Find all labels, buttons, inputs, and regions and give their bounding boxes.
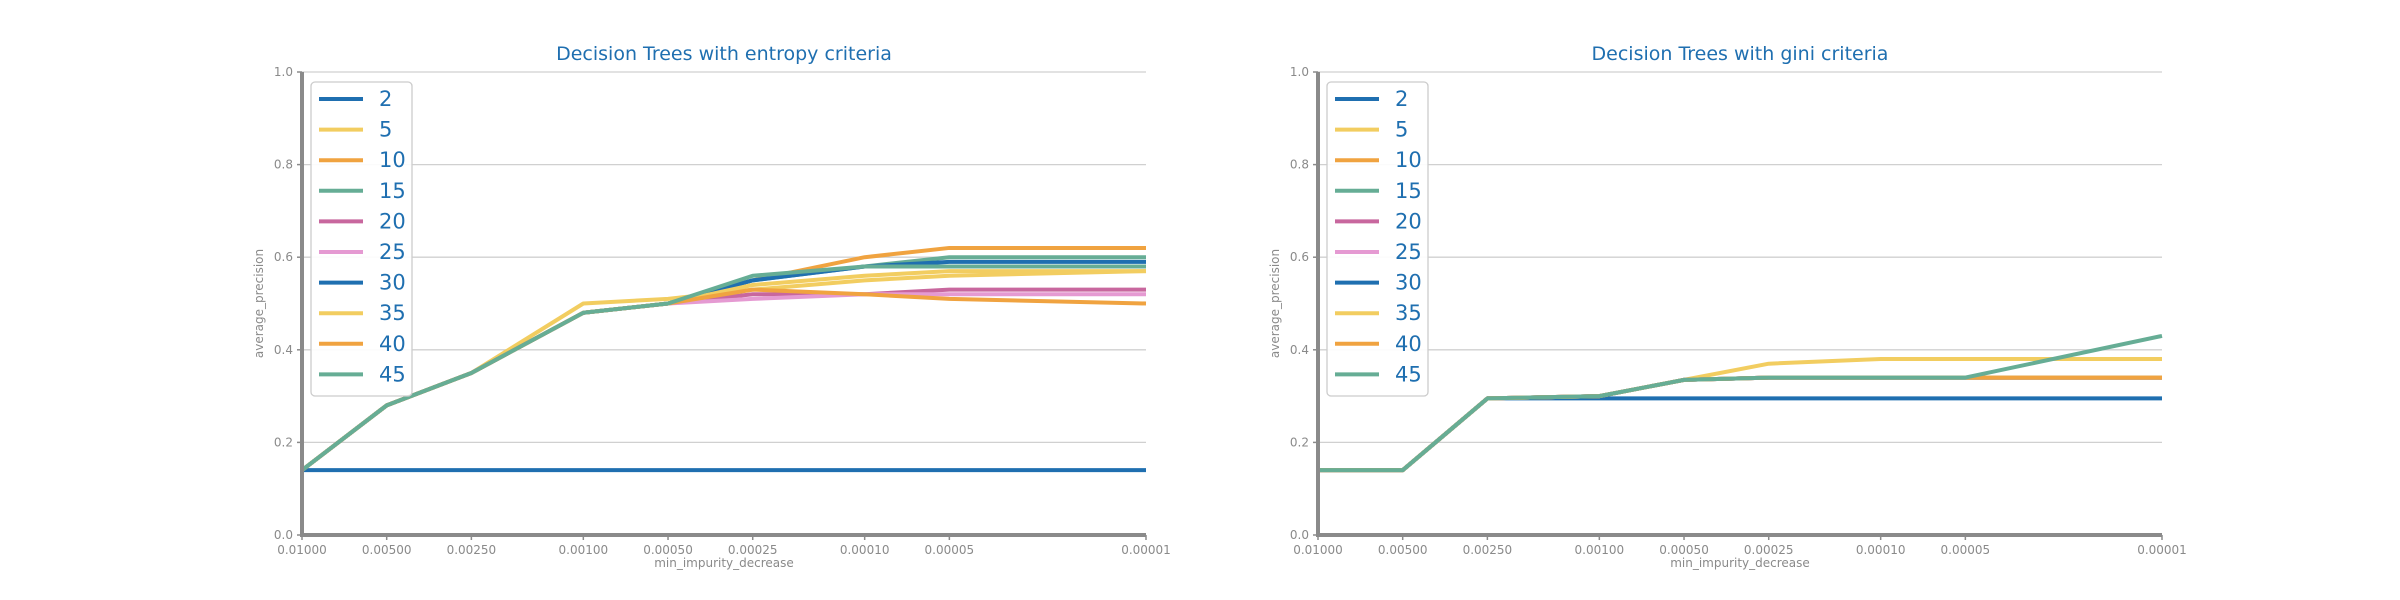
series-line-45	[300, 264, 1146, 472]
entropy-chart-panel: 0.0 0.2 0.4 0.6 0.8 1.0 0.01000 0.00500 0.00250 0…	[252, 43, 1171, 570]
entropy-y-axis-label: average_precision	[252, 249, 266, 358]
legend-label: 25	[1395, 240, 1422, 264]
legend-label: 30	[379, 271, 406, 295]
series-line-20	[1318, 375, 2162, 473]
y-tick-label: 0.6	[274, 250, 293, 264]
series-line-15	[1318, 375, 2162, 473]
series-line-30	[1318, 375, 2162, 473]
gini-chart-panel: 0.0 0.2 0.4 0.6 0.8 1.0 0.01000 0.00500 0.00250 0…	[1268, 43, 2187, 570]
y-tick-label: 0.0	[274, 528, 293, 542]
series-line-10	[300, 245, 1146, 472]
gini-x-axis-label: min_impurity_decrease	[1670, 556, 1810, 570]
legend-label: 45	[1395, 362, 1422, 386]
legend-label: 40	[1395, 332, 1422, 356]
legend-label: 15	[1395, 179, 1422, 203]
legend-label: 20	[1395, 209, 1422, 233]
legend-label: 5	[1395, 118, 1408, 142]
legend-label: 15	[379, 179, 406, 203]
entropy-gridlines	[302, 71, 1146, 536]
series-line-40	[1318, 375, 2162, 473]
x-tick-label: 0.01000	[277, 543, 327, 557]
y-tick-label: 1.0	[274, 65, 293, 79]
legend-label: 25	[379, 240, 406, 264]
x-tick-label: 0.00025	[1744, 543, 1794, 557]
legend-label: 5	[379, 118, 392, 142]
x-tick-label: 0.00250	[447, 543, 497, 557]
x-tick-label: 0.00050	[1659, 543, 1709, 557]
x-tick-label: 0.00500	[1378, 543, 1428, 557]
legend-label: 45	[379, 362, 406, 386]
x-tick-label: 0.00001	[2137, 543, 2187, 557]
y-tick-label: 1.0	[1290, 65, 1309, 79]
x-tick-label: 0.00500	[362, 543, 412, 557]
series-line-20	[300, 287, 1146, 472]
y-tick-label: 0.0	[1290, 528, 1309, 542]
series-line-45	[1318, 333, 2163, 473]
y-tick-label: 0.4	[274, 343, 293, 357]
gini-series-lines	[1318, 333, 2163, 473]
legend-label: 10	[379, 148, 406, 172]
x-tick-label: 0.00100	[559, 543, 609, 557]
series-line-25	[300, 292, 1146, 472]
x-tick-label: 0.00010	[840, 543, 890, 557]
y-tick-label: 0.2	[1290, 435, 1309, 449]
x-tick-label: 0.00005	[1941, 543, 1991, 557]
series-line-40	[300, 287, 1147, 472]
y-tick-label: 0.6	[1290, 250, 1309, 264]
legend-label: 10	[1395, 148, 1422, 172]
legend-label: 40	[379, 332, 406, 356]
legend-label: 35	[379, 301, 406, 325]
series-line-35	[1318, 375, 2162, 473]
gini-chart-title: Decision Trees with gini criteria	[1592, 43, 1889, 65]
gini-y-axis-label: average_precision	[1268, 249, 1282, 358]
y-tick-label: 0.8	[1290, 158, 1309, 172]
y-tick-label: 0.4	[1290, 343, 1309, 357]
x-tick-label: 0.00025	[728, 543, 778, 557]
entropy-series-lines	[300, 245, 1147, 473]
y-tick-label: 0.2	[274, 435, 293, 449]
entropy-x-axis-label: min_impurity_decrease	[654, 556, 794, 570]
legend-label: 2	[379, 87, 392, 111]
y-tick-label: 0.8	[274, 158, 293, 172]
series-line-25	[1318, 375, 2162, 473]
legend-label: 20	[379, 209, 406, 233]
gini-gridlines	[1318, 71, 2162, 536]
x-tick-label: 0.00050	[643, 543, 693, 557]
x-tick-label: 0.00001	[1121, 543, 1171, 557]
series-line-10	[1318, 375, 2162, 473]
gini-axes: 0.0 0.2 0.4 0.6 0.8 1.0 0.01000 0.00500 0.00250 0…	[1290, 65, 2187, 557]
x-tick-label: 0.00010	[1856, 543, 1906, 557]
x-tick-label: 0.00100	[1575, 543, 1625, 557]
entropy-axes: 0.0 0.2 0.4 0.6 0.8 1.0 0.01000 0.00500 0.00250 0…	[274, 65, 1171, 557]
entropy-chart-title: Decision Trees with entropy criteria	[556, 43, 892, 65]
x-tick-label: 0.00250	[1463, 543, 1513, 557]
legend-label: 2	[1395, 87, 1408, 111]
legend-label: 30	[1395, 271, 1422, 295]
x-tick-label: 0.00005	[925, 543, 975, 557]
legend-label: 35	[1395, 301, 1422, 325]
x-tick-label: 0.01000	[1293, 543, 1343, 557]
